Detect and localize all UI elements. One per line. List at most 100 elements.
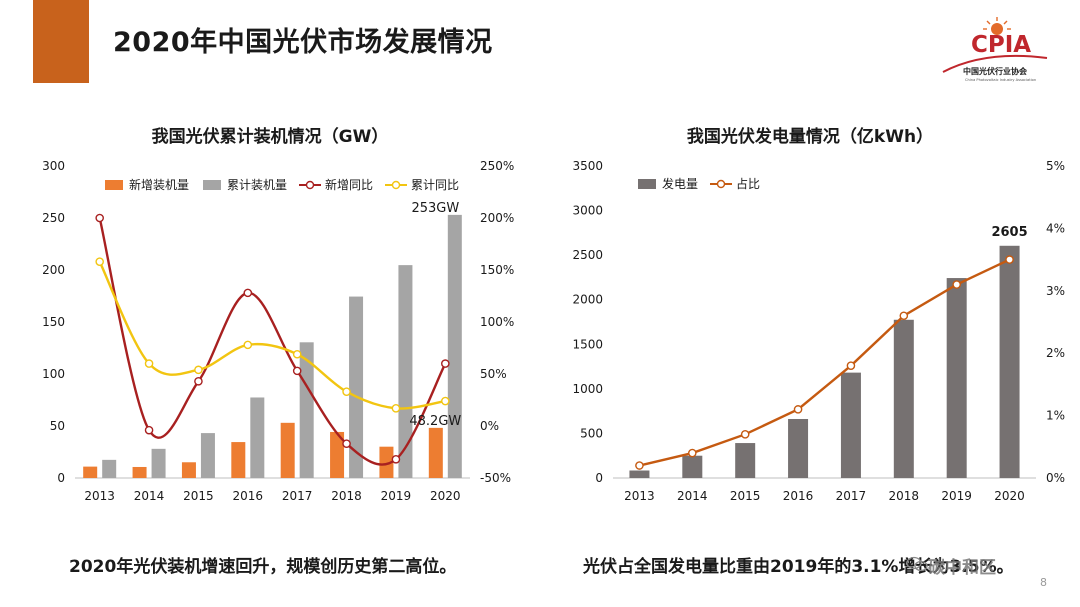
bar — [735, 443, 756, 478]
line-point — [441, 359, 450, 368]
bar — [330, 431, 345, 478]
x-axis-tick-label: 2013 — [84, 489, 115, 503]
series-line — [639, 258, 1011, 467]
watermark-text: 碳中和区 — [928, 558, 996, 578]
x-axis-tick-label: 2015 — [730, 489, 761, 503]
legend-swatch — [105, 180, 123, 190]
x-axis-tick-label: 2017 — [282, 489, 313, 503]
bar — [999, 245, 1020, 478]
legend-label: 发电量 — [662, 176, 698, 191]
line-point — [292, 349, 302, 359]
right-axis-tick-label: 1% — [1046, 409, 1065, 423]
left-chart-title: 我国光伏累计装机情况（GW） — [151, 127, 389, 147]
bar — [231, 442, 246, 478]
line-point — [95, 257, 104, 266]
left-axis-tick-label: 0 — [57, 471, 65, 485]
line-point — [793, 405, 803, 414]
right-axis-tick-label: 100% — [480, 315, 514, 329]
right-axis-tick-label: 0% — [1046, 471, 1065, 485]
series-line — [98, 217, 447, 466]
series-line — [98, 261, 446, 410]
right-axis-tick-label: 4% — [1046, 221, 1065, 235]
line-point — [243, 288, 253, 298]
legend-label: 累计同比 — [411, 178, 459, 192]
line-point — [391, 404, 401, 413]
line-point — [194, 365, 203, 375]
bar — [102, 459, 117, 478]
right-axis-tick-label: 150% — [480, 263, 514, 277]
line-point — [95, 213, 104, 223]
left-axis-tick-label: 3500 — [572, 159, 603, 173]
line-point — [342, 387, 351, 396]
slide-title: 2020年中国光伏市场发展情况 — [113, 27, 493, 58]
bar — [629, 470, 650, 478]
bar — [280, 422, 295, 478]
line-point — [144, 359, 154, 368]
bar — [132, 466, 147, 478]
x-axis-tick-label: 2016 — [783, 489, 814, 503]
left-axis-tick-label: 1000 — [572, 382, 603, 396]
line-point — [243, 340, 253, 350]
left-axis-tick-label: 250 — [42, 211, 65, 225]
line-point — [1005, 255, 1014, 264]
line-point — [688, 448, 697, 458]
sun-rays-icon — [983, 17, 1011, 35]
logo-en-name: China Photovoltaic Industry Association — [965, 78, 1036, 82]
right-caption: 光伏占全国发电量比重由2019年的3.1%增长为3.5%。 — [583, 557, 1014, 577]
bar — [349, 296, 364, 478]
installed-capacity-chart: 0 50 100 150 200 250 300 -50% 0% 50% 100% 150% 200% 2… — [42, 159, 514, 503]
x-axis-tick-label: 2020 — [430, 489, 461, 503]
x-axis-tick-label: 2019 — [381, 489, 412, 503]
right-chart-title: 我国光伏发电量情况（亿kWh） — [686, 127, 934, 147]
legend-swatch — [716, 179, 726, 189]
bar — [840, 372, 861, 478]
legend-label: 新增装机量 — [129, 177, 189, 192]
bar — [428, 427, 443, 478]
left-axis-tick-label: 2000 — [572, 293, 603, 307]
bar — [788, 418, 809, 478]
x-axis-tick-label: 2016 — [233, 489, 264, 503]
line-point — [635, 461, 644, 470]
data-label: 253GW — [411, 201, 459, 216]
left-axis-tick-label: 200 — [42, 263, 65, 277]
bar — [379, 446, 394, 478]
left-axis-tick-label: 500 — [580, 426, 603, 440]
x-axis-tick-label: 2020 — [994, 489, 1025, 503]
right-axis-tick-label: 3% — [1046, 284, 1065, 298]
line-point — [144, 425, 154, 435]
page-number: 8 — [1040, 576, 1047, 589]
data-label: 48.2GW — [409, 414, 461, 429]
bar — [893, 319, 914, 478]
line-point — [342, 439, 351, 448]
legend-label: 新增同比 — [325, 177, 373, 192]
title-accent-block — [33, 0, 89, 83]
bar — [398, 265, 413, 478]
logo-cn-name: 中国光伏行业协会 — [963, 66, 1027, 76]
x-axis-tick-label: 2017 — [836, 489, 867, 503]
line-point — [194, 376, 203, 386]
data-label: 2605 — [991, 225, 1027, 240]
legend-swatch — [391, 180, 401, 190]
bar — [151, 448, 166, 478]
legend-swatch — [203, 180, 221, 190]
left-axis-tick-label: 150 — [42, 315, 65, 329]
bar — [299, 342, 314, 478]
left-axis-tick-label: 100 — [42, 367, 65, 381]
left-axis-tick-label: 0 — [595, 471, 603, 485]
right-axis-tick-label: 250% — [480, 159, 514, 173]
bar — [181, 462, 196, 478]
left-caption: 2020年光伏装机增速回升，规模创历史第二高位。 — [69, 557, 457, 577]
bar — [682, 455, 703, 478]
line-point — [391, 454, 401, 464]
x-axis-tick-label: 2018 — [889, 489, 920, 503]
bar — [946, 278, 967, 478]
right-axis-tick-label: -50% — [480, 471, 511, 485]
right-axis-tick-label: 200% — [480, 211, 514, 225]
legend-label: 占比 — [736, 176, 760, 191]
bar — [83, 466, 98, 478]
right-axis-tick-label: 5% — [1046, 159, 1065, 173]
x-axis-tick-label: 2018 — [331, 489, 362, 503]
legend-swatch — [305, 180, 315, 190]
right-axis-tick-label: 50% — [480, 367, 507, 381]
left-axis-tick-label: 3000 — [572, 204, 603, 218]
